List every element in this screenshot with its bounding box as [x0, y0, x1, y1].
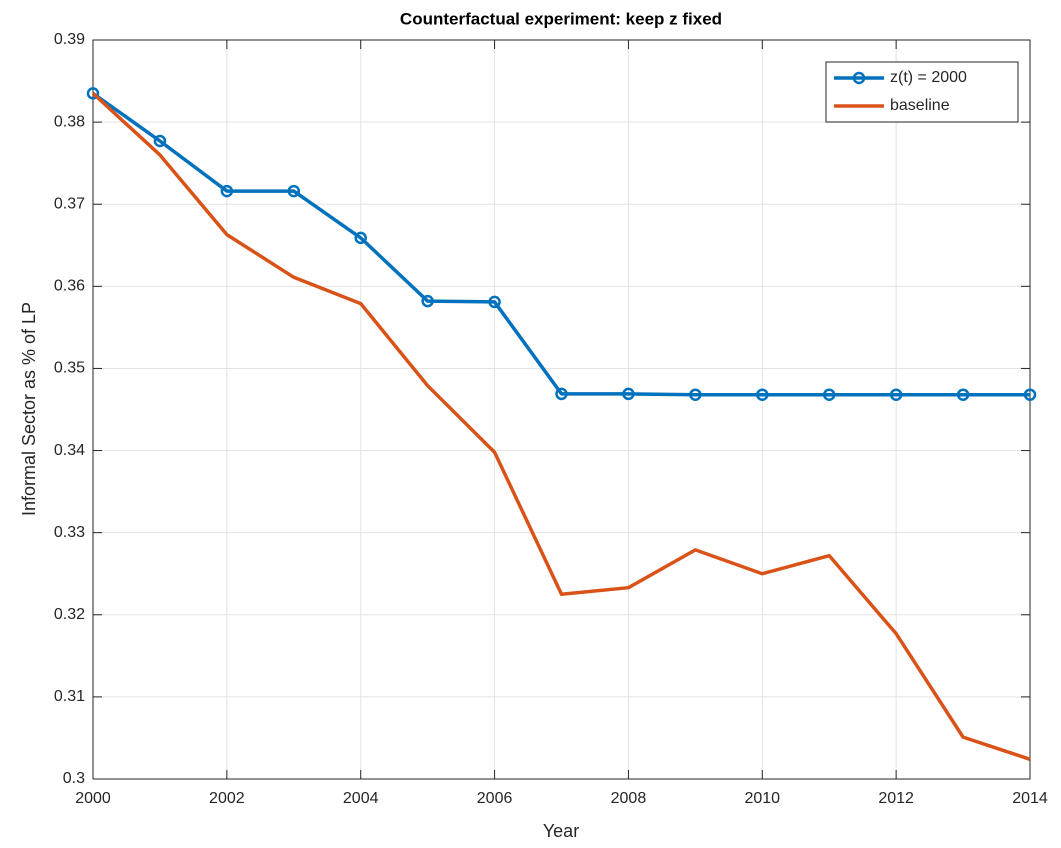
- x-tick-label: 2010: [744, 790, 780, 807]
- y-axis-label: Informal Sector as % of LP: [19, 302, 39, 516]
- y-tick-label: 0.36: [54, 278, 85, 295]
- x-tick-label: 2002: [209, 790, 245, 807]
- x-axis-label: Year: [543, 821, 579, 841]
- y-tick-label: 0.37: [54, 195, 85, 212]
- series-marker: [555, 387, 568, 401]
- y-tick-label: 0.39: [54, 31, 85, 48]
- series-line: [91, 91, 1030, 397]
- chart-title: Counterfactual experiment: keep z fixed: [400, 9, 722, 28]
- axes-box: [92, 39, 1031, 780]
- series-marker: [622, 387, 635, 401]
- y-tick-label: 0.33: [54, 524, 85, 541]
- x-tick-label: 2012: [878, 790, 914, 807]
- series-marker: [153, 134, 167, 148]
- series-marker: [756, 388, 769, 401]
- y-tick-label: 0.34: [54, 442, 85, 459]
- series-line: [91, 92, 1031, 761]
- series-marker: [354, 231, 367, 245]
- legend-label: z(t) = 2000: [890, 69, 967, 86]
- x-tick-label: 2008: [611, 790, 647, 807]
- x-tick-label: 2000: [75, 790, 111, 807]
- x-tick-label: 2014: [1012, 790, 1048, 807]
- x-tick-label: 2004: [343, 790, 379, 807]
- series-marker: [1023, 388, 1037, 401]
- plot-area: [93, 40, 1030, 779]
- series-marker: [220, 184, 234, 198]
- y-tick-label: 0.38: [54, 113, 85, 130]
- legend-marker: [852, 71, 866, 85]
- series-marker: [822, 388, 836, 401]
- series-marker: [488, 295, 501, 309]
- x-tick-label: 2006: [477, 790, 513, 807]
- series-marker: [421, 294, 434, 308]
- series-marker: [956, 388, 970, 401]
- legend-label: baseline: [890, 97, 950, 114]
- series-marker: [86, 87, 100, 100]
- series-marker: [287, 184, 301, 198]
- series-marker: [889, 388, 903, 401]
- y-tick-label: 0.35: [54, 360, 85, 377]
- y-tick-label: 0.32: [54, 606, 85, 623]
- series-marker: [689, 388, 702, 401]
- y-tick-label: 0.3: [63, 770, 85, 787]
- y-tick-label: 0.31: [54, 688, 85, 705]
